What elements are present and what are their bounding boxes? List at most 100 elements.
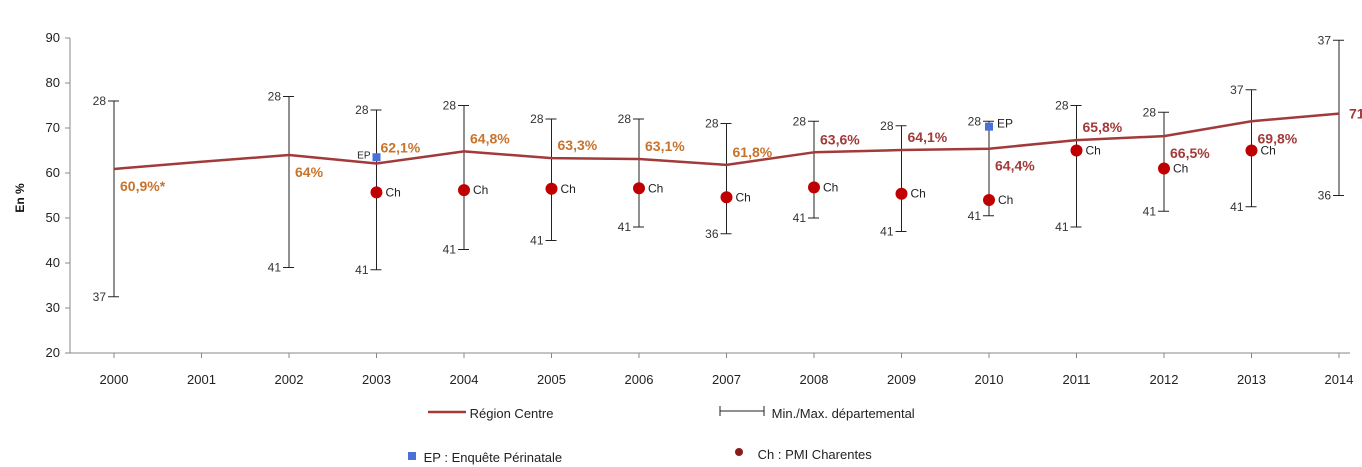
- value-label: 62,1%: [381, 140, 421, 156]
- ep-tag: EP: [357, 150, 371, 161]
- y-tick-label: 50: [46, 210, 60, 225]
- ch-marker: [633, 182, 645, 195]
- range-min-label: 41: [530, 234, 544, 248]
- value-label: 63,6%: [820, 131, 860, 147]
- legend-ch-swatch: [735, 448, 743, 456]
- value-label: 65,8%: [1083, 119, 1123, 135]
- legend-ep-item: EP : Enquête Périnatale: [406, 449, 562, 465]
- value-label: 60,9%*: [120, 178, 166, 194]
- legend-ch-item: Ch : PMI Charentes: [732, 446, 872, 462]
- legend-line-item: Région Centre: [428, 405, 553, 421]
- value-label: 66,5%: [1170, 145, 1210, 161]
- legend-ep-swatch: [408, 452, 416, 460]
- x-tick-label: 2004: [450, 372, 479, 387]
- y-tick-label: 70: [46, 120, 60, 135]
- x-tick-label: 2006: [625, 372, 654, 387]
- ch-tag: Ch: [386, 185, 401, 199]
- x-tick-label: 2008: [800, 372, 829, 387]
- ch-marker: [545, 182, 558, 195]
- range-max-label: 28: [618, 112, 632, 126]
- x-tick-label: 2001: [187, 372, 216, 387]
- ch-tag: Ch: [736, 190, 751, 204]
- range-min-label: 36: [705, 227, 719, 241]
- legend-ch-label: Ch : PMI Charentes: [757, 447, 872, 463]
- range-max-label: 28: [968, 114, 982, 128]
- y-tick-label: 30: [46, 300, 60, 315]
- range-min-label: 41: [1055, 220, 1069, 234]
- ch-tag: Ch: [1261, 144, 1276, 158]
- ch-marker: [370, 186, 383, 199]
- legend-range-label: Min./Max. départemental: [771, 406, 915, 422]
- ch-marker: [808, 181, 820, 194]
- ch-marker: [1070, 144, 1083, 157]
- y-tick-label: 20: [46, 345, 60, 360]
- range-min-label: 41: [1143, 204, 1157, 218]
- x-tick-label: 2011: [1063, 372, 1091, 387]
- ch-tag: Ch: [998, 193, 1013, 207]
- value-label: 63,1%: [645, 138, 685, 154]
- range-min-label: 41: [268, 261, 282, 275]
- range-max-label: 28: [793, 114, 807, 128]
- legend-ep-label: EP : Enquête Périnatale: [423, 450, 563, 466]
- y-tick-label: 90: [46, 30, 60, 45]
- x-tick-label: 2007: [712, 372, 741, 387]
- range-max-label: 28: [443, 99, 457, 113]
- x-tick-label: 2012: [1150, 372, 1179, 387]
- x-tick-label: 2005: [537, 372, 566, 387]
- value-label: 61,8%: [733, 144, 773, 160]
- y-tick-label: 60: [46, 165, 60, 180]
- ch-marker: [895, 187, 908, 200]
- legend-range-swatch: [719, 406, 765, 416]
- x-tick-label: 2010: [975, 372, 1004, 387]
- legend-range-item: Min./Max. départemental: [718, 405, 915, 421]
- range-min-label: 41: [355, 263, 369, 277]
- x-tick-label: 2013: [1237, 372, 1266, 387]
- x-tick-label: 2009: [887, 372, 916, 387]
- ch-tag: Ch: [473, 183, 488, 197]
- x-tick-label: 2002: [275, 372, 304, 387]
- range-max-label: 28: [705, 117, 719, 131]
- y-axis-label: En %: [13, 183, 27, 213]
- x-tick-label: 2003: [362, 372, 391, 387]
- value-label: 71,3%**: [1349, 106, 1362, 122]
- ep-tag: EP: [997, 117, 1013, 131]
- range-min-label: 41: [443, 243, 457, 257]
- value-label: 69,8%: [1258, 130, 1298, 146]
- legend-line-label: Région Centre: [469, 406, 554, 422]
- range-max-label: 28: [530, 112, 544, 126]
- range-max-label: 28: [880, 119, 894, 133]
- range-max-label: 28: [355, 103, 369, 117]
- range-max-label: 28: [1143, 105, 1157, 119]
- x-tick-label: 2000: [100, 372, 129, 387]
- range-max-label: 37: [1318, 33, 1332, 47]
- ch-marker: [720, 191, 733, 204]
- ch-marker: [1158, 162, 1170, 175]
- range-min-label: 41: [1230, 200, 1244, 214]
- ch-tag: Ch: [1173, 162, 1188, 176]
- range-max-label: 28: [93, 94, 107, 108]
- range-min-label: 41: [618, 220, 632, 234]
- legend-line-swatch: [428, 410, 466, 414]
- range-max-label: 28: [268, 90, 282, 104]
- range-min-label: 41: [968, 209, 982, 223]
- value-label: 64,4%: [995, 158, 1035, 174]
- ch-marker: [1245, 144, 1258, 157]
- value-label: 64,1%: [908, 129, 948, 145]
- ch-tag: Ch: [823, 180, 838, 194]
- ch-tag: Ch: [911, 187, 926, 201]
- y-tick-label: 40: [46, 255, 60, 270]
- range-min-label: 41: [880, 225, 894, 239]
- series-line-region-centre: [113, 112, 1340, 171]
- range-min-label: 41: [793, 211, 807, 225]
- range-max-label: 37: [1230, 83, 1244, 97]
- ch-tag: Ch: [648, 181, 663, 195]
- ep-marker: [985, 122, 993, 131]
- ch-marker: [458, 184, 470, 197]
- ep-marker: [372, 153, 381, 162]
- value-label: 64,8%: [470, 130, 510, 146]
- y-tick-label: 80: [46, 75, 60, 90]
- ch-marker: [983, 194, 995, 206]
- value-label: 64%: [295, 164, 324, 180]
- range-min-label: 37: [93, 290, 107, 304]
